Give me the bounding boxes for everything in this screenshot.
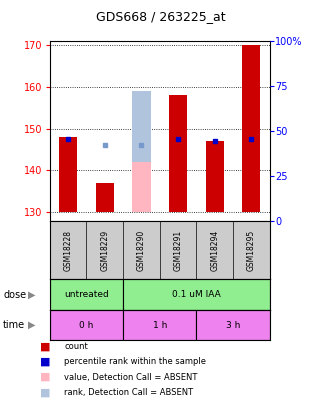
Text: 1 h: 1 h bbox=[152, 320, 167, 330]
Text: GSM18294: GSM18294 bbox=[210, 230, 219, 271]
Text: dose: dose bbox=[3, 290, 26, 300]
Text: ■: ■ bbox=[40, 341, 50, 351]
Bar bbox=[132, 91, 151, 162]
Text: 0.1 uM IAA: 0.1 uM IAA bbox=[172, 290, 221, 299]
Bar bbox=[50, 310, 123, 340]
Text: count: count bbox=[64, 342, 88, 351]
Text: ▶: ▶ bbox=[28, 320, 36, 330]
Text: ■: ■ bbox=[40, 388, 50, 397]
Bar bbox=[205, 141, 224, 212]
Text: GSM18229: GSM18229 bbox=[100, 230, 109, 271]
Bar bbox=[242, 45, 260, 212]
Text: GSM18290: GSM18290 bbox=[137, 230, 146, 271]
Text: time: time bbox=[3, 320, 25, 330]
Bar bbox=[59, 137, 77, 212]
Bar bbox=[196, 310, 270, 340]
Bar bbox=[169, 95, 187, 212]
Text: ■: ■ bbox=[40, 357, 50, 367]
Text: 0 h: 0 h bbox=[79, 320, 94, 330]
Bar bbox=[123, 310, 196, 340]
Bar bbox=[132, 91, 151, 212]
Text: value, Detection Call = ABSENT: value, Detection Call = ABSENT bbox=[64, 373, 197, 382]
Text: ■: ■ bbox=[40, 372, 50, 382]
Text: GSM18228: GSM18228 bbox=[64, 230, 73, 271]
Bar bbox=[96, 183, 114, 212]
Text: GSM18295: GSM18295 bbox=[247, 230, 256, 271]
Text: ▶: ▶ bbox=[28, 290, 36, 300]
Text: 3 h: 3 h bbox=[226, 320, 240, 330]
Text: percentile rank within the sample: percentile rank within the sample bbox=[64, 357, 206, 366]
Text: GDS668 / 263225_at: GDS668 / 263225_at bbox=[96, 10, 225, 23]
Text: GSM18291: GSM18291 bbox=[174, 230, 183, 271]
Text: rank, Detection Call = ABSENT: rank, Detection Call = ABSENT bbox=[64, 388, 193, 397]
Bar bbox=[50, 279, 123, 310]
Bar bbox=[123, 279, 270, 310]
Text: untreated: untreated bbox=[64, 290, 109, 299]
